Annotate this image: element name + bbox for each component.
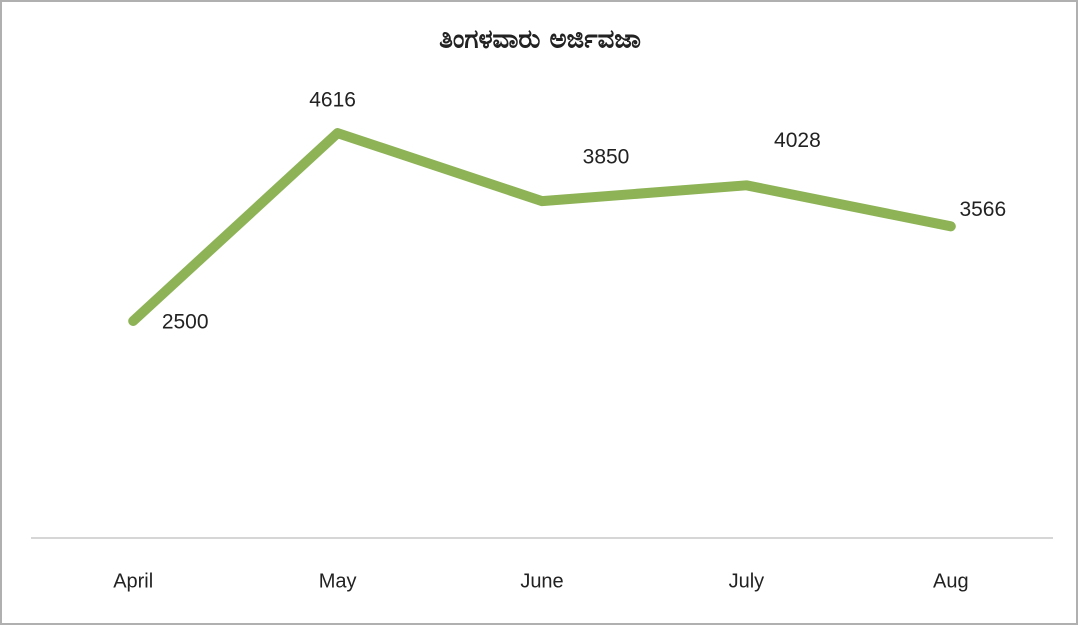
x-tick-label: May xyxy=(319,570,357,592)
x-tick-label: Aug xyxy=(933,570,969,592)
x-tick-label: June xyxy=(520,570,563,592)
data-label: 4616 xyxy=(309,89,356,112)
chart-title: ತಿಂಗಳವಾರು ಅರ್ಜಿವಜಾ xyxy=(439,25,641,55)
data-line xyxy=(128,128,956,326)
data-label: 3850 xyxy=(583,146,630,169)
data-label: 3566 xyxy=(959,198,1006,221)
x-tick-label: April xyxy=(113,570,153,592)
data-label: 4028 xyxy=(774,129,821,152)
data-label: 2500 xyxy=(162,311,209,334)
x-tick-label: July xyxy=(729,570,765,592)
